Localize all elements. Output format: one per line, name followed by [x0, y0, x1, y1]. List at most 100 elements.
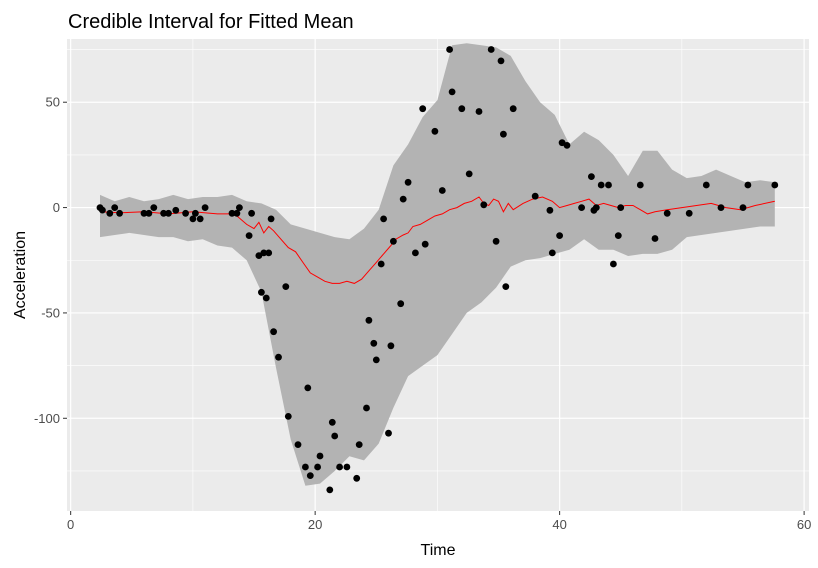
data-point	[302, 463, 309, 471]
data-point	[446, 46, 453, 53]
data-point	[465, 170, 473, 178]
data-point	[636, 181, 644, 189]
data-point	[116, 209, 123, 217]
data-point	[497, 57, 505, 65]
data-point	[165, 209, 172, 217]
data-point	[248, 209, 256, 217]
data-point	[111, 204, 119, 212]
credible-interval-band	[100, 43, 775, 486]
data-point	[270, 328, 277, 336]
data-point	[294, 441, 302, 448]
data-point	[492, 237, 500, 245]
data-point	[306, 472, 314, 479]
data-point	[605, 181, 612, 189]
data-point	[487, 46, 495, 53]
chart-title: Credible Interval for Fitted Mean	[68, 11, 354, 33]
data-point	[245, 232, 253, 240]
x-tick-label: 60	[797, 517, 811, 532]
data-point	[431, 127, 439, 135]
data-point	[475, 108, 483, 115]
data-point	[228, 209, 236, 217]
data-point	[578, 204, 585, 212]
data-point	[260, 249, 268, 257]
data-point	[438, 187, 446, 194]
y-axis-label: Acceleration	[12, 231, 29, 319]
x-axis-ticks: 0 20 40 60	[67, 511, 811, 532]
data-point	[546, 206, 554, 214]
data-point	[480, 201, 488, 209]
data-point	[500, 130, 507, 138]
data-point	[404, 178, 412, 186]
data-point	[331, 432, 339, 440]
data-point	[502, 283, 510, 290]
data-point	[385, 429, 392, 437]
data-point	[201, 204, 209, 212]
data-point	[99, 206, 106, 214]
data-point	[336, 463, 343, 471]
data-point	[275, 353, 282, 361]
data-point	[563, 142, 571, 149]
data-point	[702, 181, 710, 189]
data-point	[265, 249, 273, 257]
data-point	[771, 181, 779, 189]
data-point	[326, 486, 334, 494]
data-point	[651, 235, 659, 242]
data-point	[145, 209, 153, 217]
data-point	[548, 249, 556, 257]
data-point	[412, 249, 419, 257]
x-tick-label: 40	[552, 517, 566, 532]
data-point	[744, 181, 752, 189]
data-point	[610, 260, 617, 268]
data-point	[377, 260, 385, 268]
data-point	[106, 209, 114, 217]
data-point	[419, 105, 427, 113]
data-point	[304, 384, 312, 392]
x-axis-label: Time	[421, 542, 456, 559]
data-point	[363, 404, 370, 412]
y-tick-label: 50	[46, 95, 60, 110]
data-point	[355, 441, 363, 448]
data-point	[365, 316, 373, 324]
data-point	[258, 288, 265, 296]
data-point	[588, 173, 595, 181]
data-point	[597, 181, 605, 189]
data-point	[343, 463, 351, 471]
data-point	[262, 294, 270, 302]
data-point	[617, 204, 625, 212]
data-point	[140, 209, 148, 217]
data-point	[387, 342, 395, 350]
data-point	[380, 215, 387, 223]
data-point	[556, 232, 563, 240]
data-point	[663, 209, 671, 217]
data-point	[592, 204, 600, 212]
data-point	[448, 88, 456, 96]
data-point	[233, 209, 241, 217]
data-point	[390, 237, 397, 245]
y-axis-ticks: -100 -50 0 50	[34, 95, 67, 426]
x-tick-label: 0	[67, 517, 74, 532]
data-point	[372, 356, 380, 364]
y-tick-label: -100	[34, 411, 60, 426]
data-point	[397, 300, 405, 308]
data-point	[192, 209, 199, 217]
data-point	[421, 240, 429, 248]
data-point	[236, 204, 243, 212]
data-point	[189, 215, 197, 223]
data-point	[739, 204, 747, 212]
y-tick-label: 0	[53, 200, 60, 215]
data-point	[370, 339, 378, 347]
data-point	[182, 209, 190, 217]
data-point	[196, 215, 204, 223]
data-point	[717, 204, 725, 212]
data-point	[284, 413, 292, 420]
data-point	[353, 474, 361, 482]
data-point	[685, 209, 693, 217]
data-point	[282, 283, 290, 290]
data-point	[531, 192, 539, 200]
data-point	[172, 206, 180, 214]
data-point	[458, 105, 466, 113]
data-point	[160, 209, 168, 217]
data-point	[399, 195, 407, 203]
